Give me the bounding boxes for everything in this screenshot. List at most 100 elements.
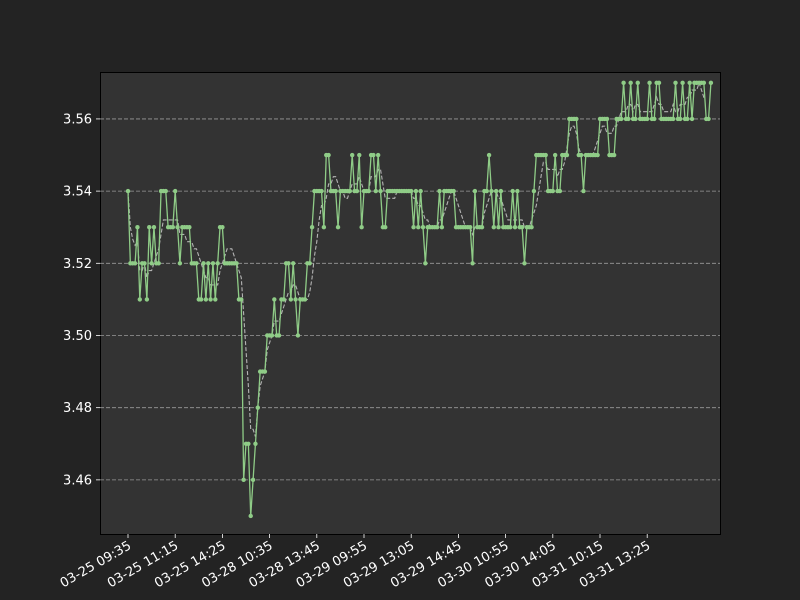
data-point xyxy=(633,116,638,122)
y-tick-label: 3.52 xyxy=(63,257,92,272)
data-point xyxy=(175,225,180,230)
data-point xyxy=(418,188,423,194)
data-point xyxy=(151,225,157,230)
data-point xyxy=(234,261,239,266)
series-layer xyxy=(125,80,714,519)
data-point xyxy=(137,297,142,302)
data-point xyxy=(293,297,298,302)
data-point xyxy=(177,261,183,266)
data-point xyxy=(359,225,364,230)
data-point xyxy=(326,152,331,158)
data-point xyxy=(170,225,176,230)
data-point xyxy=(206,261,211,266)
data-point xyxy=(652,116,657,122)
data-point xyxy=(250,477,256,483)
data-point xyxy=(255,405,260,410)
data-point xyxy=(220,225,225,230)
data-point xyxy=(491,225,496,230)
data-point xyxy=(486,152,492,158)
data-point xyxy=(149,261,154,266)
data-point xyxy=(543,152,548,158)
data-point xyxy=(319,188,324,194)
data-point xyxy=(187,225,192,230)
data-point xyxy=(135,225,140,230)
data-point xyxy=(678,116,683,122)
data-point xyxy=(611,152,617,158)
data-point xyxy=(286,261,291,266)
data-point xyxy=(416,225,421,230)
data-point xyxy=(484,188,489,194)
data-point xyxy=(309,225,315,230)
data-point xyxy=(647,80,652,86)
data-point xyxy=(208,297,213,302)
data-point xyxy=(451,188,456,194)
data-point xyxy=(493,188,499,194)
data-point xyxy=(203,297,209,302)
data-point xyxy=(288,297,294,302)
data-point xyxy=(357,152,362,158)
data-point xyxy=(635,80,640,86)
data-point xyxy=(147,225,152,230)
data-point xyxy=(673,80,678,86)
y-axis: 3.46 3.48 3.50 3.52 3.54 3.56 xyxy=(63,112,100,488)
data-point xyxy=(512,225,518,230)
data-point xyxy=(680,80,685,86)
data-point xyxy=(701,80,707,86)
data-point xyxy=(519,225,525,230)
data-point xyxy=(239,297,244,302)
data-point xyxy=(619,116,624,122)
data-point xyxy=(302,297,308,302)
y-tick-label: 3.46 xyxy=(63,473,92,488)
data-point xyxy=(248,513,253,519)
data-point xyxy=(515,188,520,194)
data-point xyxy=(645,116,650,122)
data-point xyxy=(439,225,445,230)
data-point xyxy=(194,261,199,266)
data-point xyxy=(215,261,220,266)
data-point xyxy=(529,225,534,230)
y-tick-label: 3.50 xyxy=(63,329,92,344)
data-point xyxy=(685,116,690,122)
data-point xyxy=(489,188,494,194)
data-point xyxy=(670,116,676,122)
data-point xyxy=(350,152,355,158)
plot-area xyxy=(100,72,721,535)
data-point xyxy=(371,152,376,158)
data-point xyxy=(479,225,485,230)
data-point xyxy=(373,188,378,194)
data-point xyxy=(333,188,338,194)
data-point xyxy=(411,225,416,230)
data-point xyxy=(201,261,206,266)
data-point xyxy=(552,152,558,158)
data-point xyxy=(508,225,513,230)
data-point xyxy=(347,188,353,194)
data-point xyxy=(246,441,251,446)
data-point xyxy=(706,116,711,122)
data-point xyxy=(522,261,527,266)
data-point xyxy=(564,152,570,158)
data-point xyxy=(173,188,178,194)
data-point xyxy=(413,188,419,194)
data-point xyxy=(144,297,150,302)
data-point xyxy=(656,80,662,86)
data-point xyxy=(291,261,296,266)
data-point xyxy=(163,188,168,194)
data-point xyxy=(269,333,275,338)
data-point xyxy=(689,116,695,122)
data-point xyxy=(420,225,426,230)
data-point xyxy=(307,261,312,266)
data-point xyxy=(437,188,442,194)
data-point xyxy=(354,188,360,194)
data-point xyxy=(253,441,258,446)
data-point xyxy=(472,188,478,194)
data-point xyxy=(276,333,282,338)
y-tick-label: 3.56 xyxy=(63,112,92,127)
data-point xyxy=(468,225,473,230)
data-point xyxy=(383,225,388,230)
data-point xyxy=(125,188,131,194)
data-point xyxy=(604,116,610,122)
data-point xyxy=(272,297,277,302)
data-point xyxy=(470,261,475,266)
data-point xyxy=(581,188,586,194)
data-point xyxy=(366,188,371,194)
